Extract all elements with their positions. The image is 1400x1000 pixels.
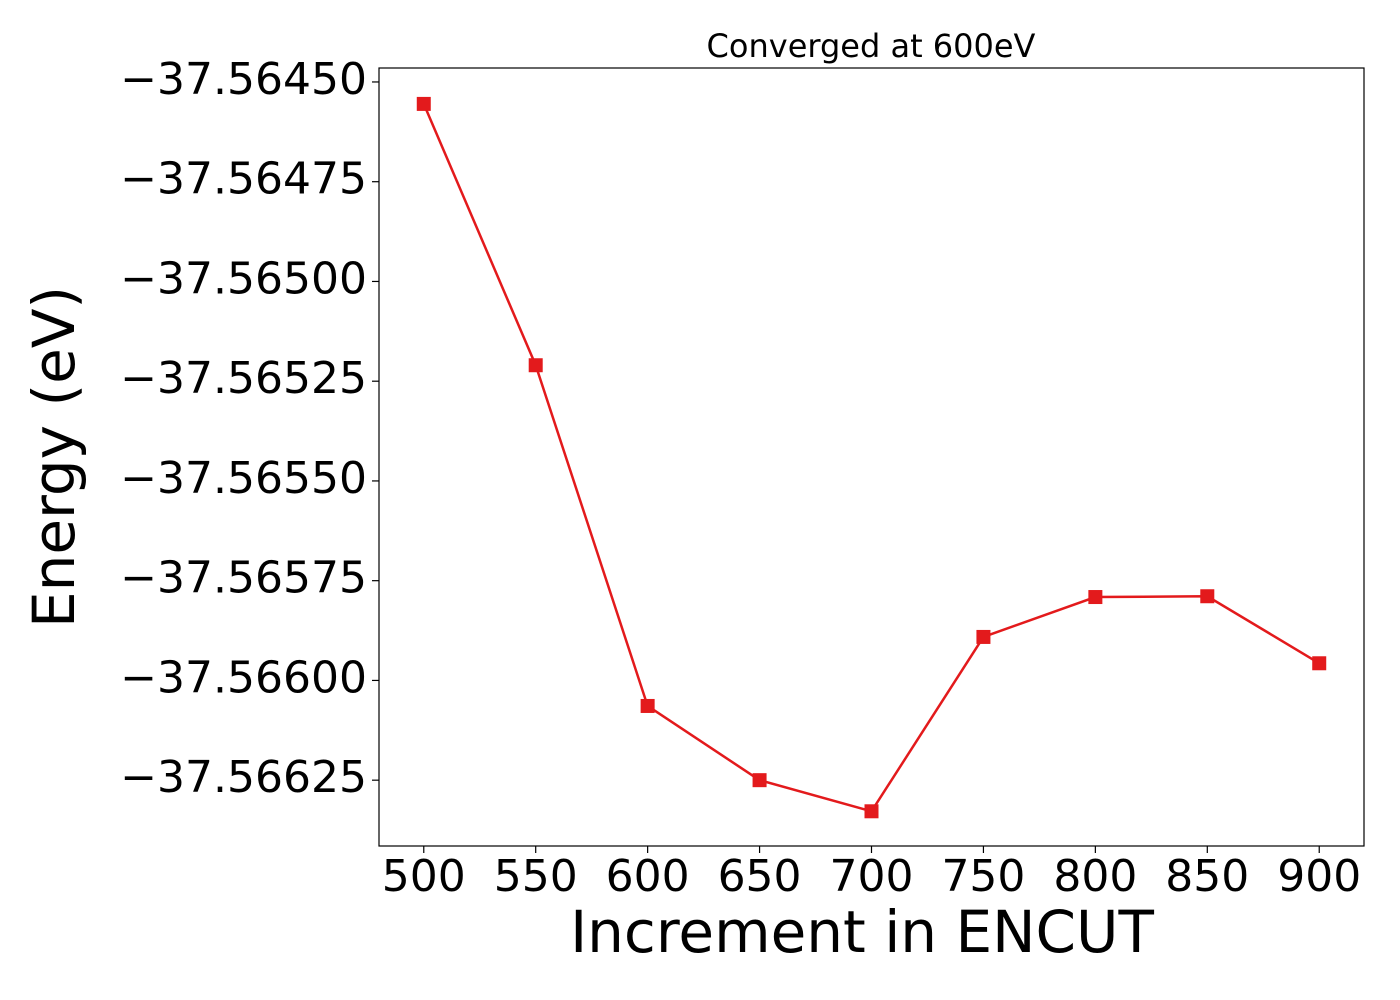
point-marker [752, 773, 767, 788]
y-tick-label: −37.56575 [120, 553, 367, 604]
y-tick-label: −37.56500 [120, 253, 367, 304]
y-tick-label: −37.56550 [120, 453, 367, 504]
x-tick-label: 650 [718, 851, 802, 902]
x-tick-label: 550 [494, 851, 578, 902]
y-axis-label: Energy (eV) [20, 286, 88, 628]
point-marker [416, 96, 431, 111]
point-marker [640, 698, 655, 713]
chart-title: Converged at 600eV [707, 27, 1036, 65]
y-tick-label: −37.56625 [120, 752, 367, 803]
series-line [422, 103, 1320, 813]
y-tick-label: −37.56450 [120, 54, 367, 105]
x-tick-label: 700 [830, 851, 914, 902]
point-marker [864, 804, 879, 819]
plot-frame [378, 67, 1365, 847]
point-marker [528, 358, 543, 373]
x-tick-label: 750 [941, 851, 1025, 902]
point-marker [1088, 590, 1103, 605]
y-tick-label: −37.56475 [120, 154, 367, 205]
x-axis-label: Increment in ENCUT [570, 898, 1154, 966]
x-tick-label: 500 [382, 851, 466, 902]
x-tick-label: 800 [1053, 851, 1137, 902]
point-marker [976, 629, 991, 644]
y-tick-label: −37.56525 [120, 353, 367, 404]
y-tick-label: −37.56600 [120, 652, 367, 703]
x-tick-label: 900 [1277, 851, 1361, 902]
point-marker [1200, 589, 1215, 604]
point-marker [1312, 656, 1327, 671]
x-tick-label: 600 [606, 851, 690, 902]
x-tick-label: 850 [1165, 851, 1249, 902]
